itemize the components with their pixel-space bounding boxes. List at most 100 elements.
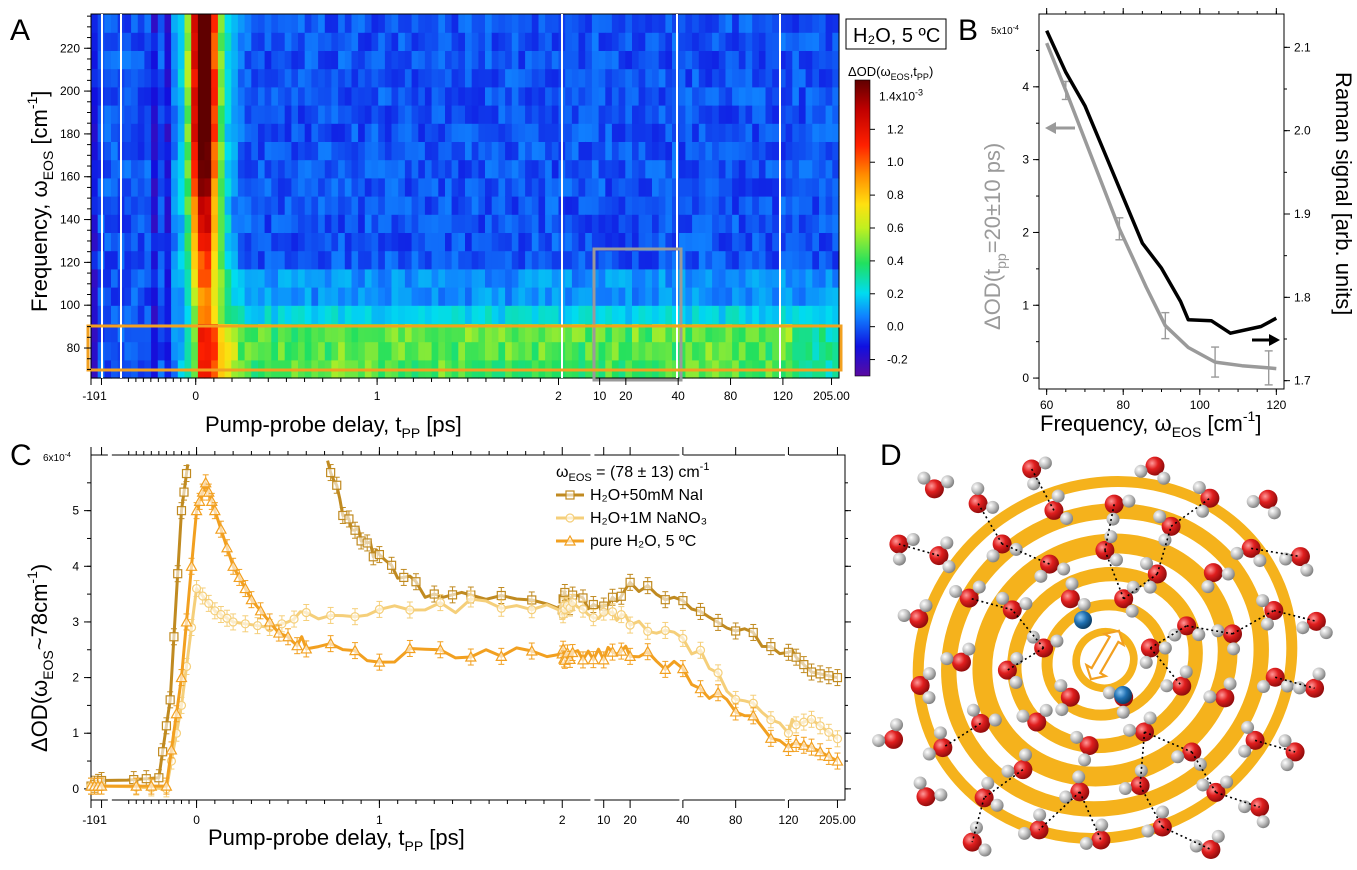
heatmap-cell <box>585 68 593 88</box>
heatmap-cell <box>805 159 813 179</box>
heatmap-cell <box>364 14 373 33</box>
heatmap-cell <box>91 177 99 197</box>
water-molecule <box>949 580 986 608</box>
panel-b-right-tick-label: 1.8 <box>1294 290 1311 304</box>
heatmap-cell <box>137 250 146 270</box>
heatmap-cell <box>571 123 580 142</box>
heatmap-cell <box>278 341 286 361</box>
heatmap-cell <box>204 14 212 33</box>
panel-c-marker <box>175 671 188 683</box>
hydrogen-atom <box>1134 464 1148 478</box>
heatmap-cell <box>692 86 700 106</box>
heatmap-cell <box>251 268 259 288</box>
heatmap-cell <box>291 323 299 343</box>
heatmap-cell <box>424 214 433 233</box>
heatmap-cell <box>812 159 820 179</box>
heatmap-cell <box>91 305 99 324</box>
heatmap-cell <box>732 141 740 161</box>
panel-c-marker <box>831 754 844 766</box>
heatmap-cell <box>224 268 232 288</box>
heatmap-cell <box>331 177 339 197</box>
heatmap-cell <box>485 159 493 179</box>
water-molecule <box>1238 720 1265 758</box>
heatmap-cell <box>144 214 152 233</box>
heatmap-cell <box>471 123 479 142</box>
hydrogen-atom <box>1027 477 1041 491</box>
heatmap-cell <box>605 177 613 197</box>
heatmap-cell <box>191 323 199 343</box>
hydrogen-atom <box>917 471 931 485</box>
heatmap-cell <box>692 177 700 197</box>
heatmap-cell <box>191 250 199 270</box>
heatmap-cell <box>591 214 600 233</box>
heatmap-cell <box>618 86 626 106</box>
heatmap-x-tick-label: 0 <box>192 389 199 403</box>
heatmap-cell <box>585 105 593 124</box>
heatmap-cell <box>832 250 840 270</box>
heatmap-cell <box>758 323 767 343</box>
heatmap-cell <box>371 86 379 106</box>
panel-c-marker <box>694 682 707 694</box>
panel-c-marker <box>766 642 776 652</box>
heatmap-cell <box>371 250 379 270</box>
heatmap-cell <box>318 123 326 142</box>
heatmap-cell <box>725 305 733 324</box>
panel-c-marker <box>263 615 276 627</box>
heatmap-cell <box>351 250 359 270</box>
heatmap-cell <box>344 232 353 252</box>
heatmap-cell <box>124 177 132 197</box>
heatmap-cell <box>491 14 499 33</box>
heatmap-cell <box>725 123 733 142</box>
heatmap-cell <box>358 123 366 142</box>
heatmap-cell <box>458 250 466 270</box>
heatmap-cell <box>318 177 326 197</box>
panel-c-marker <box>615 644 628 656</box>
heatmap-cell <box>204 196 212 215</box>
heatmap-cell <box>465 68 473 88</box>
water-molecule <box>1016 703 1053 732</box>
heatmap-cell <box>111 214 119 233</box>
heatmap-cell <box>131 341 139 361</box>
heatmap-cell <box>264 268 272 288</box>
heatmap-cell <box>718 268 727 288</box>
heatmap-cell <box>217 105 226 124</box>
heatmap-cell <box>591 287 600 306</box>
heatmap-cell <box>284 105 292 124</box>
heatmap-cell <box>271 250 279 270</box>
heatmap-cell <box>445 287 453 306</box>
heatmap-cell <box>485 232 493 252</box>
heatmap-cell <box>224 323 232 343</box>
heatmap-cell <box>772 141 780 161</box>
heatmap-cell <box>578 68 586 88</box>
heatmap-cell <box>511 268 520 288</box>
heatmap-cell <box>324 32 333 51</box>
heatmap-cell <box>658 177 666 197</box>
hydrogen-atom <box>1256 680 1270 694</box>
panel-c-y-tick-label: 3 <box>72 615 79 629</box>
heatmap-cell <box>585 323 593 343</box>
heatmap-cell <box>531 287 540 306</box>
heatmap-cell <box>177 250 186 270</box>
heatmap-cell <box>411 250 419 270</box>
heatmap-cell <box>652 232 660 252</box>
heatmap-cell <box>344 323 353 343</box>
heatmap-cell <box>652 68 660 88</box>
heatmap-cell <box>578 14 586 33</box>
heatmap-cell <box>732 250 740 270</box>
heatmap-cell <box>458 123 466 142</box>
heatmap-cell <box>825 232 833 252</box>
hydrogen-bond <box>1038 791 1081 831</box>
water-molecule <box>1189 829 1225 859</box>
heatmap-cell <box>144 123 152 142</box>
hydrogen-atom <box>1118 782 1132 796</box>
heatmap-cell <box>438 232 446 252</box>
heatmap-cell <box>698 14 707 33</box>
heatmap-cell <box>825 50 833 70</box>
heatmap-cell <box>645 305 653 324</box>
hydrogen-atom <box>1078 753 1092 767</box>
hydrogen-atom <box>940 652 954 666</box>
heatmap-cell <box>351 177 359 197</box>
heatmap-cell <box>157 86 166 106</box>
heatmap-cell <box>685 323 693 343</box>
heatmap-cell <box>505 14 513 33</box>
